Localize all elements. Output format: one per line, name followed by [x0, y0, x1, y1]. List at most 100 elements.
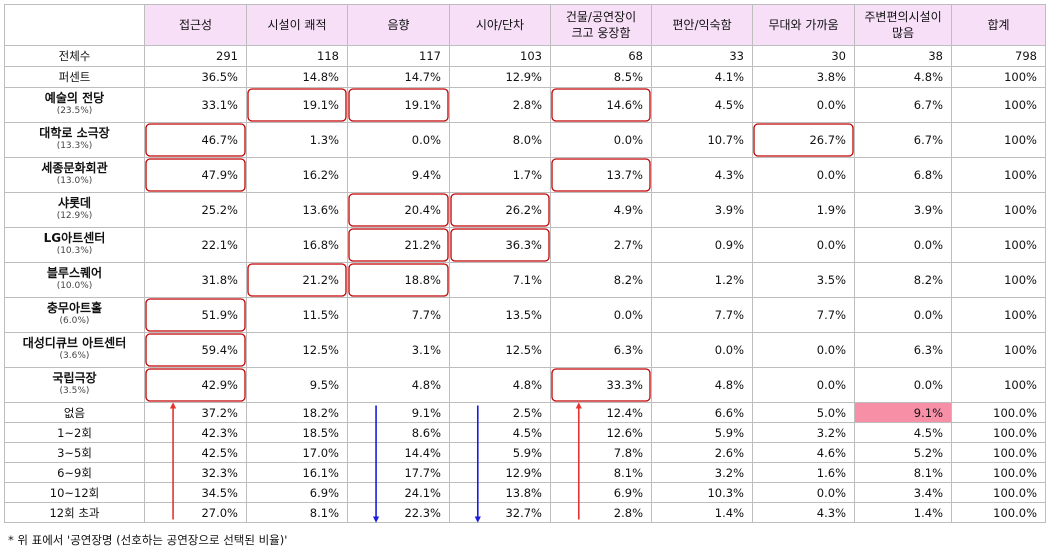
venue-row: 샤롯데 (12.9%) 25.2% 13.6% 20.4% 26.2% 4.9% 3.9% 1.…: [4, 192, 1046, 228]
table-cell: 7.1%: [449, 262, 551, 298]
table-cell: 3.5%: [752, 262, 855, 298]
venue-label: LG아트센터 (10.3%): [4, 227, 145, 263]
venue-share: (12.9%): [56, 211, 93, 221]
venue-row: 대학로 소극장 (13.3%) 46.7% 1.3% 0.0% 8.0% 0.0% 10.7%…: [4, 122, 1046, 158]
venue-label: 예술의 전당 (23.5%): [4, 87, 145, 123]
table-cell: 3.9%: [651, 192, 753, 228]
table-cell: 0.9%: [651, 227, 753, 263]
table-cell: 0.0%: [752, 367, 855, 403]
venue-name: 예술의 전당: [44, 91, 105, 105]
table-cell: 4.9%: [550, 192, 652, 228]
column-header-line: 합계: [987, 18, 1010, 32]
table-cell: 32.7%: [449, 502, 551, 523]
table-cell: 12.9%: [449, 66, 551, 88]
table-cell: 16.8%: [246, 227, 348, 263]
preference-table: 접근성 시설이 쾌적 음향 시야/단차 건물/공연장이 크고 웅장함 편안/익숙함 무대와 가…: [4, 4, 1046, 523]
venue-name: 국립극장: [52, 371, 97, 385]
table-cell: 12.6%: [550, 422, 652, 443]
column-header: 시설이 쾌적: [246, 4, 348, 46]
table-cell: 13.6%: [246, 192, 348, 228]
table-cell: 4.3%: [752, 502, 855, 523]
table-cell: 17.7%: [347, 462, 450, 483]
table-cell: 14.7%: [347, 66, 450, 88]
venue-share: (6.0%): [59, 316, 90, 326]
table-cell: 8.2%: [550, 262, 652, 298]
table-cell: 1.2%: [651, 262, 753, 298]
venue-name: 샤롯데: [57, 196, 92, 210]
table-cell: 47.9%: [144, 157, 247, 193]
venue-row: 대성디큐브 아트센터 (3.6%) 59.4% 12.5% 3.1% 12.5% 6.3% 0…: [4, 332, 1046, 368]
table-cell: 16.1%: [246, 462, 348, 483]
table-cell: 100.0%: [951, 422, 1046, 443]
column-header-line: 건물/공연장이: [565, 10, 637, 24]
table-cell: 100.0%: [951, 402, 1046, 423]
table-cell: 8.2%: [854, 262, 952, 298]
table-cell: 8.1%: [246, 502, 348, 523]
venue-label: 충무아트홀 (6.0%): [4, 297, 145, 333]
table-cell: 1.4%: [854, 502, 952, 523]
frequency-row: 6~9회 32.3% 16.1% 17.7% 12.9% 8.1% 3.2% 1.6% 8.1%…: [4, 462, 1046, 483]
venue-label: 대학로 소극장 (13.3%): [4, 122, 145, 158]
venue-name: 대성디큐브 아트센터: [22, 336, 127, 350]
column-header-line: 시설이 쾌적: [267, 18, 327, 32]
venue-row: LG아트센터 (10.3%) 22.1% 16.8% 21.2% 36.3% 2.7% 0.9…: [4, 227, 1046, 263]
table-cell: 8.1%: [854, 462, 952, 483]
table-cell: 0.0%: [752, 227, 855, 263]
table-cell: 0.0%: [347, 122, 450, 158]
table-cell: 20.4%: [347, 192, 450, 228]
table-cell: 0.0%: [854, 227, 952, 263]
table-cell: 42.9%: [144, 367, 247, 403]
frequency-row: 1~2회 42.3% 18.5% 8.6% 4.5% 12.6% 5.9% 3.2% 4.5% 1…: [4, 422, 1046, 443]
table-cell: 0.0%: [752, 157, 855, 193]
table-cell: 103: [449, 45, 551, 67]
table-cell: 42.3%: [144, 422, 247, 443]
table-cell: 36.3%: [449, 227, 551, 263]
table-cell: 18.8%: [347, 262, 450, 298]
table-cell: 22.1%: [144, 227, 247, 263]
table-cell: 17.0%: [246, 442, 348, 463]
table-cell: 100%: [951, 262, 1046, 298]
column-header-line: 시야/단차: [475, 18, 525, 32]
column-header: 주변편의시설이 많음: [854, 4, 952, 46]
table-cell: 2.6%: [651, 442, 753, 463]
table-cell: 0.0%: [651, 332, 753, 368]
venue-name: 블루스퀘어: [46, 266, 103, 280]
table-cell: 3.2%: [752, 422, 855, 443]
column-header-line: 많음: [891, 26, 915, 40]
table-cell: 4.8%: [347, 367, 450, 403]
row-label: 10~12회: [4, 482, 145, 503]
row-label: 6~9회: [4, 462, 145, 483]
venue-share: (3.6%): [59, 351, 90, 361]
table-cell: 6.7%: [854, 122, 952, 158]
table-cell: 12.9%: [449, 462, 551, 483]
summary-row: 전체수 291 118 117 103 68 33 30 38 798: [4, 45, 1046, 67]
table-cell: 14.6%: [550, 87, 652, 123]
venue-label: 블루스퀘어 (10.0%): [4, 262, 145, 298]
table-cell: 9.4%: [347, 157, 450, 193]
table-cell: 100%: [951, 227, 1046, 263]
table-cell: 4.5%: [449, 422, 551, 443]
table-cell: 4.8%: [651, 367, 753, 403]
column-header: 접근성: [144, 4, 247, 46]
table-cell: 9.5%: [246, 367, 348, 403]
venue-share: (10.0%): [56, 281, 93, 291]
table-cell: 6.9%: [246, 482, 348, 503]
row-label: 퍼센트: [4, 66, 145, 88]
table-cell: 6.9%: [550, 482, 652, 503]
table-cell: 6.3%: [550, 332, 652, 368]
table-cell: 10.3%: [651, 482, 753, 503]
table-cell: 1.6%: [752, 462, 855, 483]
table-cell: 0.0%: [550, 122, 652, 158]
table-cell: 33.1%: [144, 87, 247, 123]
table-cell: 13.8%: [449, 482, 551, 503]
venue-label: 대성디큐브 아트센터 (3.6%): [4, 332, 145, 368]
table-cell: 26.7%: [752, 122, 855, 158]
table-cell: 1.3%: [246, 122, 348, 158]
table-cell: 7.7%: [651, 297, 753, 333]
table-cell: 2.7%: [550, 227, 652, 263]
venue-name: 대학로 소극장: [39, 126, 110, 140]
table-cell: 5.2%: [854, 442, 952, 463]
table-cell: 25.2%: [144, 192, 247, 228]
table-cell: 12.5%: [246, 332, 348, 368]
table-cell: 5.0%: [752, 402, 855, 423]
